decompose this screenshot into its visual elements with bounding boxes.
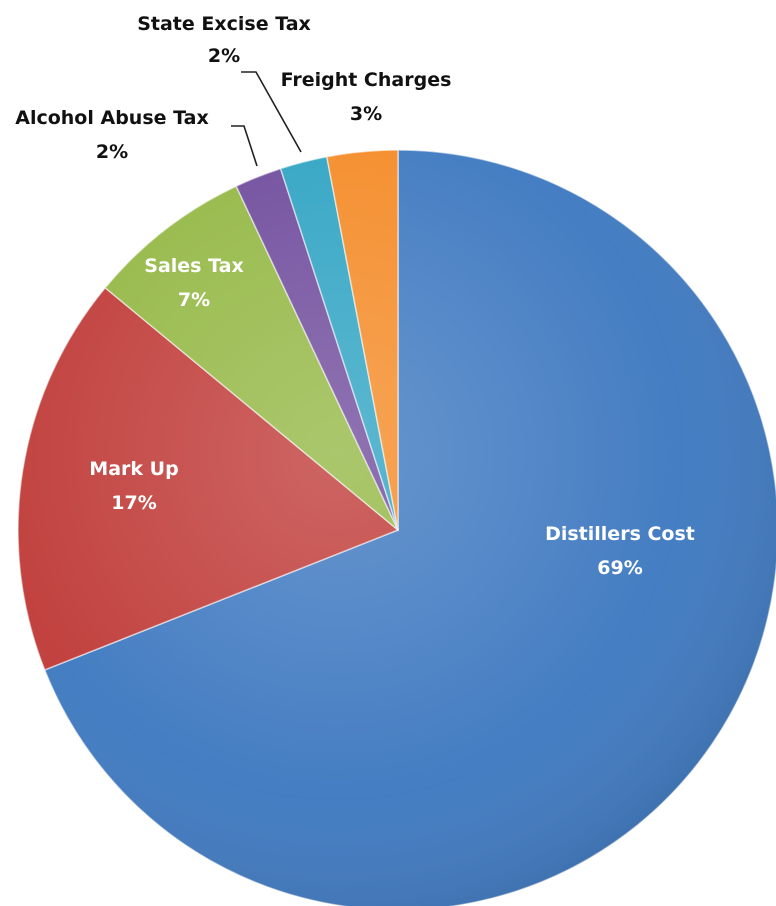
data-label-state-excise-tax: State Excise Tax 2% [137,13,311,67]
leader-line-alcohol-abuse-tax [231,125,258,167]
slice-label-alcohol-abuse-tax: Alcohol Abuse Tax [15,107,208,129]
data-label-mark-up: Mark Up 17% [89,458,178,514]
data-label-freight-charges: Freight Charges 3% [281,69,452,125]
slice-value-alcohol-abuse-tax: 2% [96,141,128,163]
slice-value-mark-up: 17% [111,492,156,514]
data-labels: Distillers Cost 69% Mark Up 17% Sales Tax 7% A… [15,13,695,579]
data-label-sales-tax: Sales Tax 7% [144,255,243,311]
leader-lines [231,71,302,167]
slice-label-distillers-cost: Distillers Cost [545,523,695,545]
slice-label-state-excise-tax: State Excise Tax [137,13,311,35]
slice-label-sales-tax: Sales Tax [144,255,243,277]
slice-value-state-excise-tax: 2% [208,45,240,67]
data-label-alcohol-abuse-tax: Alcohol Abuse Tax 2% [15,107,208,163]
data-label-distillers-cost: Distillers Cost 69% [545,523,695,579]
slice-label-freight-charges: Freight Charges [281,69,452,91]
slice-value-freight-charges: 3% [350,103,382,125]
leader-line-state-excise-tax [241,71,302,153]
slice-value-distillers-cost: 69% [597,557,642,579]
slice-value-sales-tax: 7% [178,289,210,311]
slice-label-mark-up: Mark Up [89,458,178,480]
